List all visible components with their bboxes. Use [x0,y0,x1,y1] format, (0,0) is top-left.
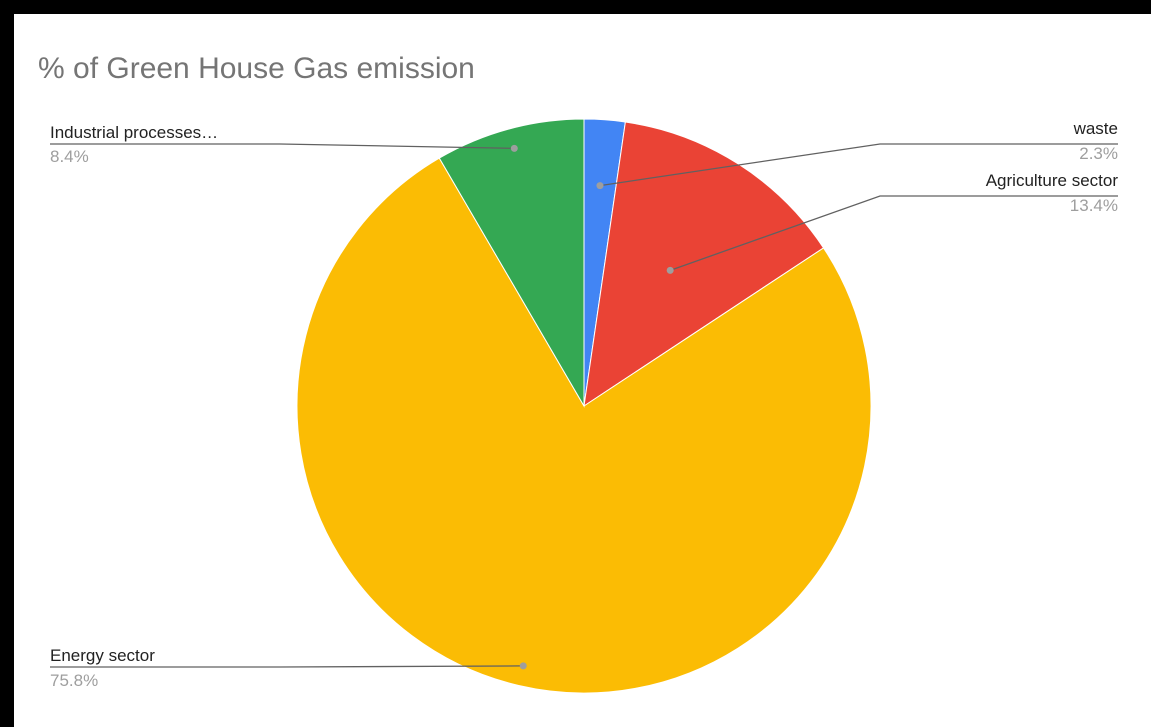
slice-label-industrial-processes: Industrial processes… [50,123,218,142]
slice-percent-energy-sector: 75.8% [50,671,98,690]
slice-percent-agriculture-sector: 13.4% [1070,196,1118,215]
slice-percent-waste: 2.3% [1079,144,1118,163]
leader-dot-energy-sector [519,662,527,670]
chart-title: % of Green House Gas emission [38,52,475,85]
leader-line-energy-sector [50,665,524,668]
slice-label-agriculture-sector: Agriculture sector [986,171,1119,190]
leader-dot-waste [596,182,604,190]
pie-slice-energy-sector [296,157,872,694]
leader-line-industrial-processes [50,143,515,149]
pie-slice-industrial-processes [438,118,585,408]
pie-slice-agriculture-sector [583,121,825,408]
leader-dot-industrial-processes [510,144,518,152]
slice-label-energy-sector: Energy sector [50,646,155,665]
pie-chart: waste 2.3% Agriculture sector 13.4% Energy s… [50,118,1119,694]
leader-line-waste [599,143,1118,187]
chart-card: % of Green House Gas emission waste 2.3% A… [14,14,1151,727]
leader-dot-agriculture-sector [666,266,674,274]
slice-label-waste: waste [1073,119,1118,138]
leader-line-agriculture-sector [669,195,1118,271]
slice-percent-industrial-processes: 8.4% [50,147,89,166]
